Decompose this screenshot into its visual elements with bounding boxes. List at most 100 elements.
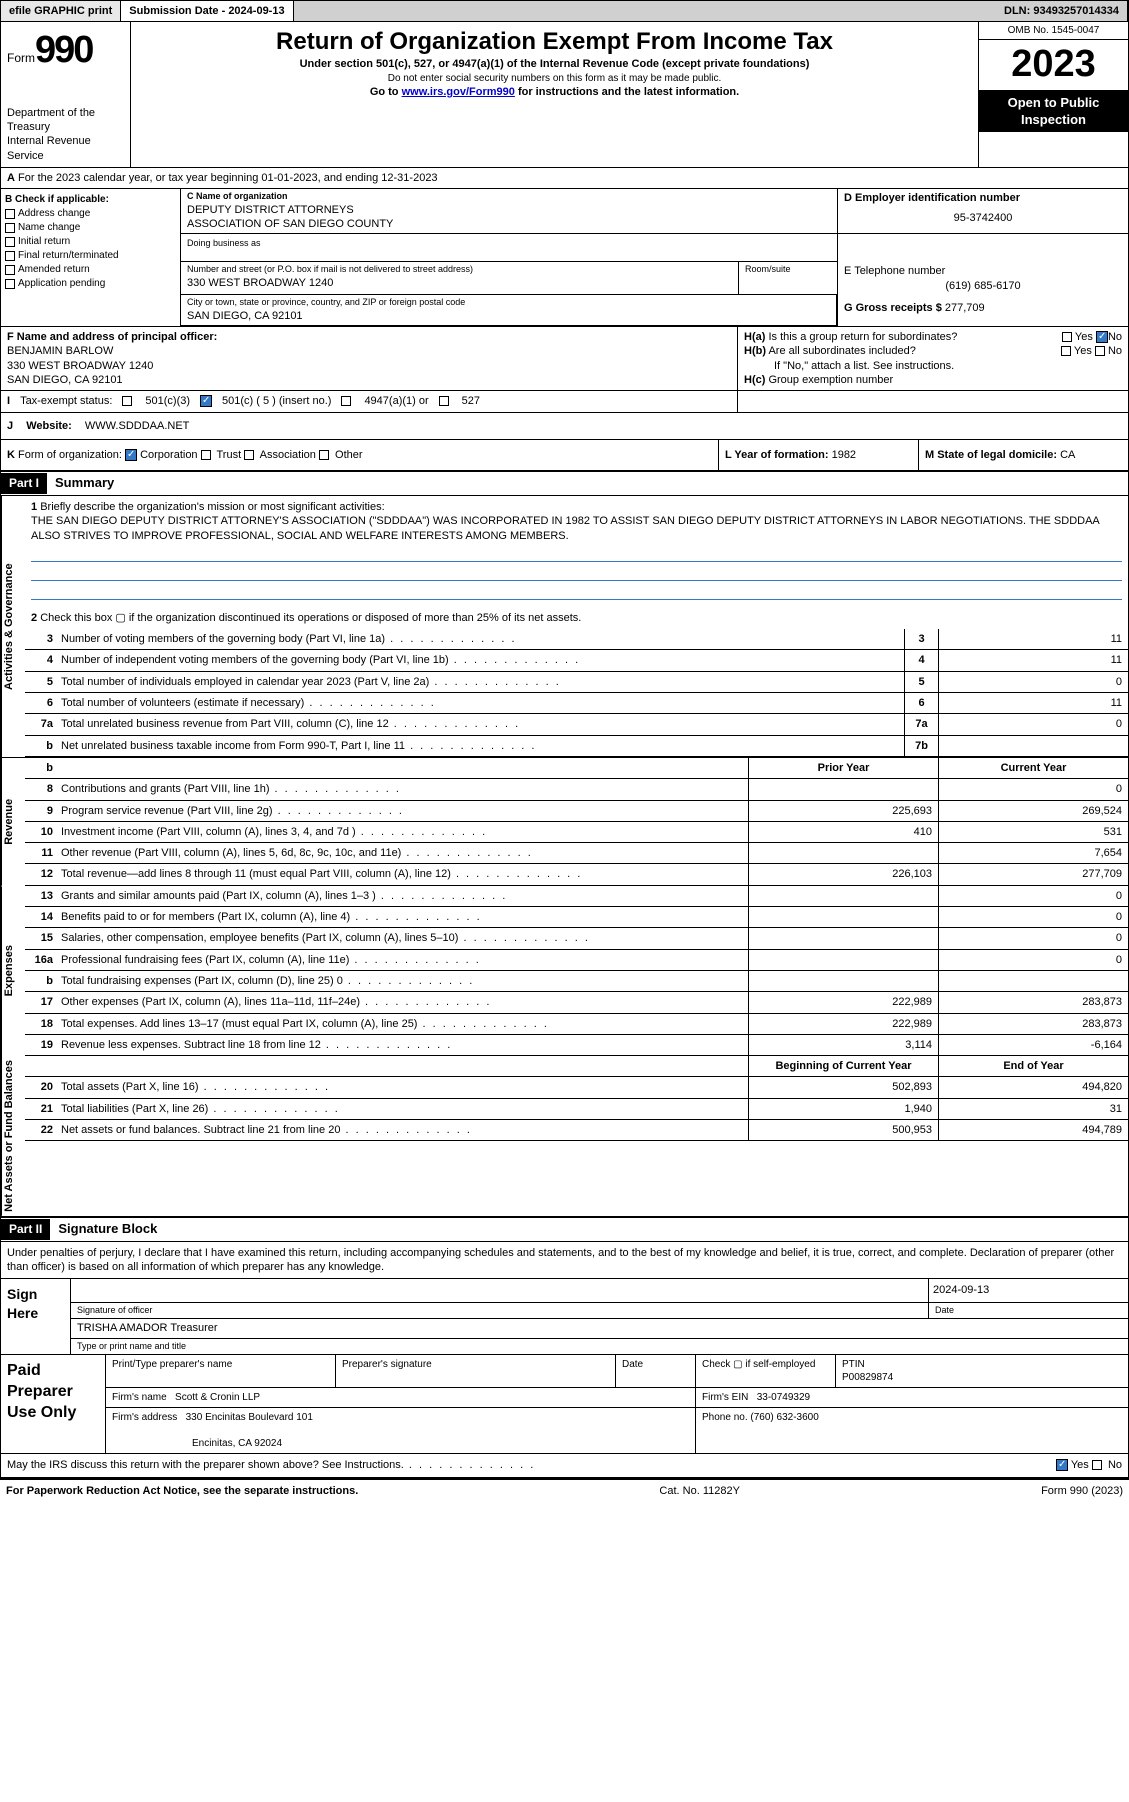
chk-hb-yes[interactable] (1061, 346, 1071, 356)
summary-line: 9Program service revenue (Part VIII, lin… (25, 801, 1128, 822)
officer-city: SAN DIEGO, CA 92101 (7, 373, 731, 387)
chk-application-pending[interactable]: Application pending (5, 277, 176, 290)
ha-label: H(a) (744, 331, 765, 343)
chk-other[interactable] (319, 450, 329, 460)
state-domicile: CA (1060, 449, 1075, 461)
summary-line: 13Grants and similar amounts paid (Part … (25, 886, 1128, 907)
prep-name-label: Print/Type preparer's name (106, 1355, 336, 1387)
chk-501c5[interactable] (200, 395, 212, 407)
summary-line: 15Salaries, other compensation, employee… (25, 928, 1128, 949)
form-number: 990 (35, 29, 92, 71)
col-b-checkboxes: B Check if applicable: Address change Na… (1, 189, 181, 326)
org-name-line2: ASSOCIATION OF SAN DIEGO COUNTY (187, 217, 831, 231)
dln-label: DLN: 93493257014334 (996, 1, 1128, 21)
tax-status-label: Tax-exempt status: (20, 394, 112, 408)
firm-addr1: 330 Encinitas Boulevard 101 (186, 1412, 313, 1423)
sig-date-value: 2024-09-13 (928, 1279, 1128, 1301)
irs-url-link[interactable]: www.irs.gov/Form990 (402, 86, 515, 98)
chk-discuss-yes[interactable] (1056, 1459, 1068, 1471)
room-label: Room/suite (745, 264, 831, 276)
check-self-employed[interactable]: Check ▢ if self-employed (696, 1355, 836, 1387)
page-footer: For Paperwork Reduction Act Notice, see … (0, 1478, 1129, 1502)
form-subtitle: Under section 501(c), 527, or 4947(a)(1)… (137, 57, 972, 71)
summary-line: 3Number of voting members of the governi… (25, 629, 1128, 650)
officer-name: BENJAMIN BARLOW (7, 344, 731, 358)
chk-association[interactable] (244, 450, 254, 460)
f-label: F Name and address of principal officer: (7, 330, 731, 344)
summary-line: bTotal fundraising expenses (Part IX, co… (25, 971, 1128, 992)
ein-value: 95-3742400 (844, 211, 1122, 225)
chk-ha-no[interactable] (1096, 331, 1108, 343)
chk-corporation[interactable] (125, 449, 137, 461)
chk-name-change[interactable]: Name change (5, 221, 176, 234)
dept-label: Department of the Treasury (7, 106, 124, 135)
summary-revenue: Revenue bPrior YearCurrent Year 8Contrib… (0, 757, 1129, 886)
section-i: I Tax-exempt status: 501(c)(3) 501(c) ( … (0, 391, 1129, 412)
hc-text: Group exemption number (768, 374, 893, 386)
chk-527[interactable] (439, 396, 449, 406)
street-label: Number and street (or P.O. box if mail i… (187, 264, 732, 276)
summary-line: 7aTotal unrelated business revenue from … (25, 714, 1128, 735)
part-ii-header: Part II Signature Block (0, 1217, 1129, 1242)
eoy-hdr: End of Year (938, 1056, 1128, 1076)
omb-number: OMB No. 1545-0047 (979, 22, 1128, 40)
efile-print-button[interactable]: efile GRAPHIC print (1, 1, 121, 21)
submission-date: Submission Date - 2024-09-13 (121, 1, 293, 21)
chk-amended-return[interactable]: Amended return (5, 263, 176, 276)
type-name-label: Type or print name and title (71, 1339, 1128, 1355)
chk-4947[interactable] (341, 396, 351, 406)
section-f-h: F Name and address of principal officer:… (0, 327, 1129, 391)
hb-label: H(b) (744, 345, 766, 357)
chk-final-return[interactable]: Final return/terminated (5, 249, 176, 262)
l-label: L Year of formation: (725, 449, 829, 461)
form-of-org-label: Form of organization: (18, 449, 122, 461)
current-year-hdr: Current Year (938, 758, 1128, 778)
chk-initial-return[interactable]: Initial return (5, 235, 176, 248)
chk-501c3[interactable] (122, 396, 132, 406)
summary-line: 17Other expenses (Part IX, column (A), l… (25, 992, 1128, 1013)
summary-line: 22Net assets or fund balances. Subtract … (25, 1120, 1128, 1141)
row-a-tax-year: A For the 2023 calendar year, or tax yea… (0, 168, 1129, 189)
prep-sig-label: Preparer's signature (336, 1355, 616, 1387)
part-i-badge: Part I (1, 473, 47, 495)
paid-preparer-label: Paid Preparer Use Only (1, 1355, 106, 1453)
chk-hb-no[interactable] (1095, 346, 1105, 356)
summary-line: 16aProfessional fundraising fees (Part I… (25, 950, 1128, 971)
prior-year-hdr: Prior Year (748, 758, 938, 778)
chk-discuss-no[interactable] (1092, 1460, 1102, 1470)
summary-expenses: Expenses 13Grants and similar amounts pa… (0, 886, 1129, 1056)
hb-text: Are all subordinates included? (768, 345, 915, 357)
boc-hdr: Beginning of Current Year (748, 1056, 938, 1076)
q1-text: Briefly describe the organization's miss… (40, 501, 384, 513)
summary-line: 8Contributions and grants (Part VIII, li… (25, 779, 1128, 800)
org-name-line1: DEPUTY DISTRICT ATTORNEYS (187, 203, 831, 217)
website-label: Website: (26, 420, 72, 432)
ssn-warning: Do not enter social security numbers on … (137, 72, 972, 85)
chk-trust[interactable] (201, 450, 211, 460)
summary-line: 21Total liabilities (Part X, line 26)1,9… (25, 1099, 1128, 1120)
firm-addr-label: Firm's address (112, 1412, 177, 1423)
form-label: Form (7, 51, 35, 65)
summary-line: 4Number of independent voting members of… (25, 650, 1128, 671)
top-toolbar: efile GRAPHIC print Submission Date - 20… (0, 0, 1129, 22)
prep-date-label: Date (616, 1355, 696, 1387)
footer-form: Form 990 (2023) (1041, 1484, 1123, 1498)
footer-left: For Paperwork Reduction Act Notice, see … (6, 1484, 358, 1498)
irs-label: Internal Revenue Service (7, 134, 124, 163)
summary-line: 14Benefits paid to or for members (Part … (25, 907, 1128, 928)
tax-year: 2023 (979, 40, 1128, 90)
part-i-title: Summary (47, 472, 122, 495)
summary-line: 20Total assets (Part X, line 16)502,8934… (25, 1077, 1128, 1098)
mission-text: THE SAN DIEGO DEPUTY DISTRICT ATTORNEY'S… (31, 515, 1099, 541)
vlabel-governance: Activities & Governance (1, 496, 25, 757)
chk-address-change[interactable]: Address change (5, 207, 176, 220)
city-value: SAN DIEGO, CA 92101 (187, 309, 830, 323)
phone-value: (619) 685-6170 (844, 279, 1122, 293)
q1-num: 1 (31, 501, 37, 513)
firm-name-value: Scott & Cronin LLP (175, 1392, 260, 1403)
chk-ha-yes[interactable] (1062, 332, 1072, 342)
dba-label: Doing business as (187, 238, 261, 248)
summary-line: bNet unrelated business taxable income f… (25, 736, 1128, 757)
sign-here-label: Sign Here (1, 1279, 71, 1354)
ptin-value: P00829874 (842, 1371, 1122, 1384)
